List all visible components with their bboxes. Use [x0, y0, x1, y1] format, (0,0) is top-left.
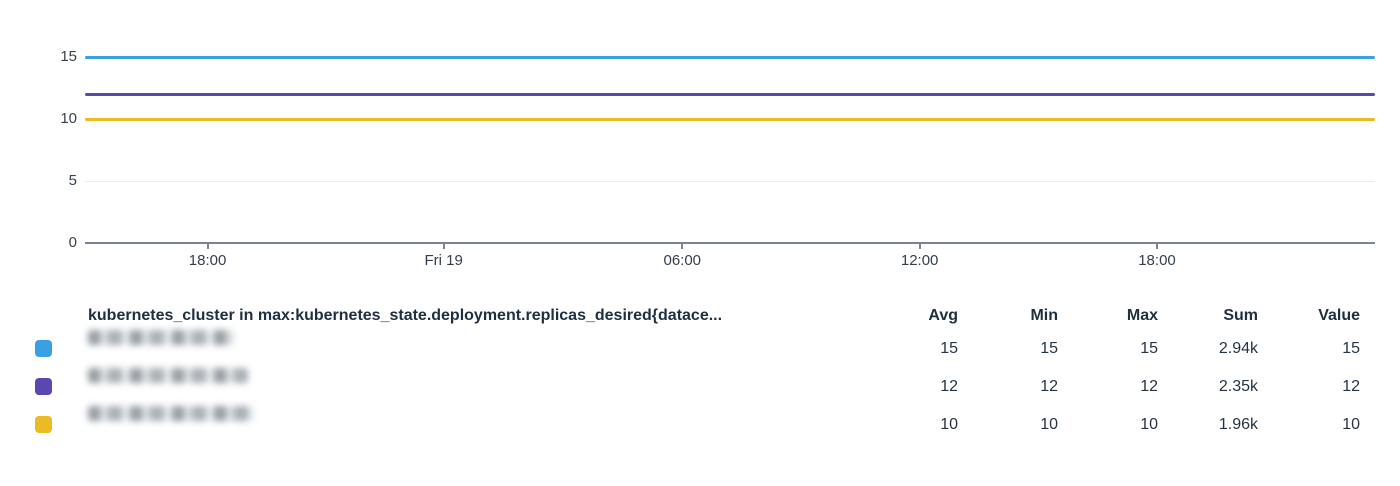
value-value: 15	[1342, 340, 1360, 357]
blurred-text	[88, 368, 248, 383]
blurred-text	[88, 330, 234, 345]
max-value: 12	[1140, 378, 1158, 395]
x-axis-label: Fri 19	[424, 252, 463, 269]
blurred-text	[88, 406, 254, 421]
series-line-redacted-cluster-1[interactable]	[85, 55, 1375, 59]
avg-value: 15	[940, 340, 958, 357]
series-label-redacted[interactable]	[88, 368, 858, 406]
x-axis-tick	[918, 243, 921, 249]
gridline-y-5	[85, 181, 1375, 182]
x-axis-label: 12:00	[900, 252, 939, 269]
x-axis-tick	[681, 243, 684, 249]
x-axis-label: 18:00	[1138, 252, 1176, 269]
x-axis-tick	[1155, 243, 1158, 249]
series-swatch[interactable]	[35, 416, 52, 433]
y-axis-label: 15	[60, 48, 77, 65]
legend-table: kubernetes_cluster in max:kubernetes_sta…	[35, 302, 1360, 444]
series-swatch[interactable]	[35, 378, 52, 395]
column-header-value[interactable]: Value	[1318, 307, 1360, 324]
value-value: 12	[1342, 378, 1360, 395]
sum-value: 1.96k	[1218, 416, 1258, 433]
x-axis-line	[85, 242, 1375, 244]
y-axis-label: 10	[60, 110, 77, 127]
series-label-redacted[interactable]	[88, 406, 858, 444]
avg-value: 12	[940, 378, 958, 395]
column-header-max[interactable]: Max	[1126, 307, 1158, 324]
min-value: 12	[1040, 378, 1058, 395]
x-axis-tick	[442, 243, 445, 249]
column-header-min[interactable]: Min	[1030, 307, 1058, 324]
legend-header-spacer	[35, 302, 88, 330]
column-header-avg[interactable]: Avg	[928, 307, 958, 324]
y-axis-label: 5	[68, 172, 77, 189]
x-axis-label: 06:00	[663, 252, 702, 269]
x-axis-label: 18:00	[188, 252, 227, 269]
sum-value: 2.35k	[1218, 378, 1258, 395]
legend-query-header[interactable]: kubernetes_cluster in max:kubernetes_sta…	[88, 307, 723, 324]
y-axis-label: 0	[68, 234, 77, 251]
series-line-redacted-cluster-2[interactable]	[85, 92, 1375, 96]
min-value: 10	[1040, 416, 1058, 433]
timeseries-chart[interactable]: 0 5 10 15 18:00 Fri 19 06:00 12:00 18:00	[60, 0, 1375, 280]
series-line-redacted-cluster-3[interactable]	[85, 117, 1375, 121]
max-value: 10	[1140, 416, 1158, 433]
max-value: 15	[1140, 340, 1158, 357]
series-label-redacted[interactable]	[88, 330, 858, 368]
avg-value: 10	[940, 416, 958, 433]
value-value: 10	[1342, 416, 1360, 433]
series-swatch[interactable]	[35, 340, 52, 357]
column-header-sum[interactable]: Sum	[1223, 307, 1258, 324]
sum-value: 2.94k	[1218, 340, 1258, 357]
min-value: 15	[1040, 340, 1058, 357]
x-axis-tick	[206, 243, 209, 249]
